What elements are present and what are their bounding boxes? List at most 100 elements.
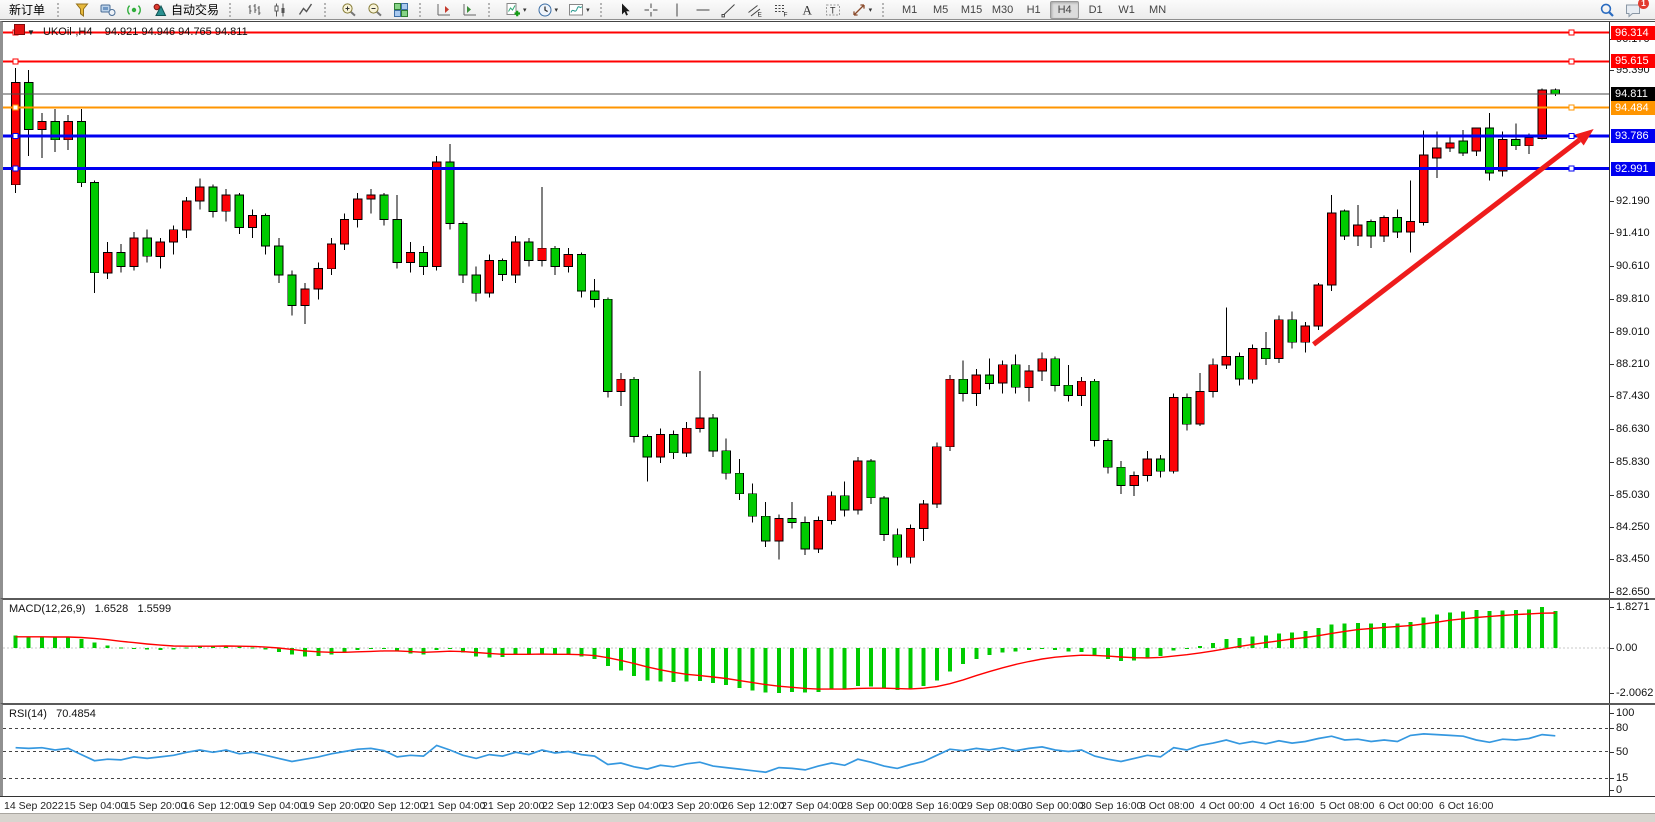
auto-scroll-button[interactable] xyxy=(458,0,482,20)
macd-tick: -2.0062 xyxy=(1610,686,1655,700)
crosshair-button[interactable] xyxy=(639,0,663,20)
new-order-button[interactable]: 新订单 xyxy=(9,3,46,17)
chat-button[interactable]: 1 xyxy=(1621,0,1649,20)
rsi-chart xyxy=(3,728,1613,779)
dropdown-arrow-icon[interactable]: ▾ xyxy=(868,6,873,14)
funnel-button[interactable] xyxy=(70,0,94,20)
price-tick: 89.010 xyxy=(1610,325,1655,339)
vertical-line-icon xyxy=(669,2,685,18)
horizontal-line-button[interactable] xyxy=(691,0,715,20)
timeframe-h1-button[interactable]: H1 xyxy=(1026,3,1041,16)
chart-shift-icon xyxy=(436,2,452,18)
time-label: 23 Sep 04:00 xyxy=(602,800,665,812)
line-chart-button[interactable] xyxy=(294,0,318,20)
rsi-line xyxy=(15,733,1556,774)
arrows-button[interactable]: ▾ xyxy=(847,0,877,20)
macd-tick: 1.8271 xyxy=(1610,600,1655,614)
indicators-button[interactable]: ▾ xyxy=(501,0,531,20)
rsi-value: 70.4854 xyxy=(56,708,96,720)
horizontal-level-line[interactable] xyxy=(3,104,1613,111)
fibonacci-button[interactable]: F xyxy=(769,0,793,20)
chart-title: ▼ UKOil-,H4 94.921 94.946 94.765 94.811 xyxy=(27,26,248,38)
price-axis[interactable]: 96.17095.39092.19091.41090.61089.81089.0… xyxy=(1609,22,1655,598)
rsi-pane[interactable]: RSI(14) 70.4854 100 80 50 15 0 xyxy=(0,703,1655,796)
signal-button[interactable] xyxy=(122,0,146,20)
equidistant-channel-icon: E xyxy=(747,2,763,18)
price-badge: 94.811 xyxy=(1611,87,1655,101)
time-label: 4 Oct 16:00 xyxy=(1260,800,1315,812)
dropdown-arrow-icon[interactable]: ▾ xyxy=(523,6,527,14)
periods-button[interactable]: ▾ xyxy=(533,0,563,20)
timeframe-m30-button[interactable]: M30 xyxy=(991,3,1014,16)
horizontal-line-icon xyxy=(695,2,711,18)
time-label: 20 Sep 12:00 xyxy=(363,800,426,812)
timeframe-m15-button[interactable]: M15 xyxy=(960,3,983,16)
horizontal-level-line[interactable] xyxy=(3,165,1613,172)
line-chart-icon xyxy=(298,2,314,18)
macd-axis[interactable]: 1.8271 0.00 -2.0062 xyxy=(1609,600,1655,703)
time-label: 3 Oct 08:00 xyxy=(1140,800,1195,812)
toolbar-grip xyxy=(882,2,890,17)
vertical-line-button[interactable] xyxy=(665,0,689,20)
candlestick-chart-button[interactable] xyxy=(268,0,292,20)
time-label: 30 Sep 16:00 xyxy=(1080,800,1143,812)
price-tick: 89.810 xyxy=(1610,292,1655,306)
timeframe-mn-button[interactable]: MN xyxy=(1149,3,1167,16)
trend-arrow[interactable] xyxy=(1312,129,1594,347)
tile-windows-button[interactable] xyxy=(389,0,413,20)
candles xyxy=(10,68,1560,566)
zoom-out-button[interactable] xyxy=(363,0,387,20)
time-label: 15 Sep 04:00 xyxy=(64,800,127,812)
equidistant-channel-button[interactable]: E xyxy=(743,0,767,20)
price-tick: 85.030 xyxy=(1610,488,1655,502)
horizontal-level-line[interactable] xyxy=(3,133,1613,140)
macd-histogram xyxy=(13,607,1558,693)
macd-pane[interactable]: MACD(12,26,9) 1.6528 1.5599 1.8271 0.00 -2… xyxy=(0,598,1655,703)
rsi-tick: 15 xyxy=(1610,771,1655,785)
dropdown-arrow-icon[interactable]: ▾ xyxy=(554,6,559,14)
macd-label: MACD(12,26,9) 1.6528 1.5599 xyxy=(9,603,172,615)
autotrading-button[interactable]: 自动交易 xyxy=(148,0,223,20)
arrows-icon xyxy=(851,2,867,18)
chevron-down-icon[interactable]: ▼ xyxy=(27,28,35,37)
rsi-axis[interactable]: 100 80 50 15 0 xyxy=(1609,705,1655,796)
price-badge: 94.484 xyxy=(1611,101,1655,115)
timeframe-d1-button[interactable]: D1 xyxy=(1088,3,1103,16)
cursor-button[interactable] xyxy=(613,0,637,20)
timeframe-m1-button[interactable]: M1 xyxy=(901,3,918,16)
time-label: 21 Sep 04:00 xyxy=(423,800,486,812)
search-icon xyxy=(1599,2,1615,18)
ohlc-values: 94.921 94.946 94.765 94.811 xyxy=(104,26,248,38)
macd-tick: 0.00 xyxy=(1610,641,1655,655)
trendline-button[interactable] xyxy=(717,0,741,20)
price-tick: 88.210 xyxy=(1610,357,1655,371)
time-label: 6 Oct 16:00 xyxy=(1439,800,1494,812)
horizontal-level-line[interactable] xyxy=(3,58,1613,65)
one-click-trading-icon[interactable] xyxy=(14,24,25,35)
macd-chart xyxy=(3,607,1613,693)
symbol-period-label: UKOil-,H4 xyxy=(42,26,93,38)
rsi-tick: 0 xyxy=(1610,783,1655,797)
timeframe-m5-button[interactable]: M5 xyxy=(932,3,949,16)
timeframe-w1-button[interactable]: W1 xyxy=(1118,3,1135,16)
zoom-out-icon xyxy=(367,2,383,18)
bar-chart-button[interactable] xyxy=(242,0,266,20)
svg-text:A: A xyxy=(802,2,812,17)
svg-text:T: T xyxy=(830,5,836,15)
terminal-button[interactable] xyxy=(96,0,120,20)
timeframe-h4-button[interactable]: H4 xyxy=(1050,0,1080,19)
search-button[interactable] xyxy=(1595,0,1619,20)
main-chart-pane[interactable]: ▼ UKOil-,H4 94.921 94.946 94.765 94.811 … xyxy=(0,21,1655,598)
dropdown-arrow-icon[interactable]: ▾ xyxy=(586,6,590,14)
text-label-button[interactable]: T xyxy=(821,0,845,20)
zoom-in-button[interactable] xyxy=(337,0,361,20)
chart-shift-button[interactable] xyxy=(432,0,456,20)
time-label: 27 Sep 04:00 xyxy=(781,800,844,812)
auto-scroll-icon xyxy=(462,2,478,18)
time-label: 15 Sep 20:00 xyxy=(124,800,187,812)
time-axis[interactable]: 14 Sep 2022 15 Sep 04:00 15 Sep 20:00 16 Se… xyxy=(0,796,1655,814)
text-button[interactable]: A xyxy=(795,0,819,20)
rsi-tick: 80 xyxy=(1610,721,1655,735)
templates-button[interactable]: ▾ xyxy=(564,0,594,20)
